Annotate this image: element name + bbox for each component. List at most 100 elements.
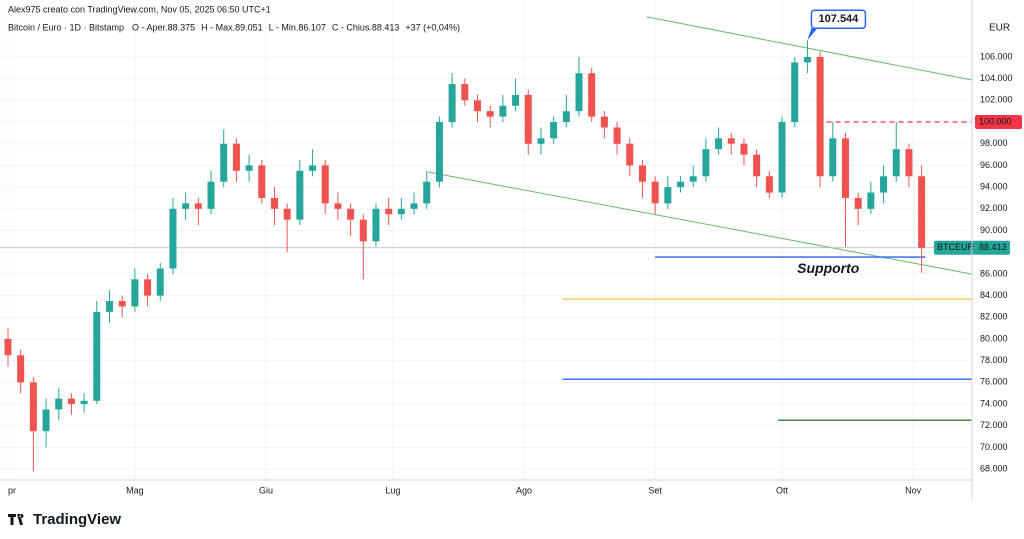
candle-body (740, 143, 748, 155)
y-tick-label: 80.000 (980, 333, 1008, 343)
candle-body (283, 208, 291, 220)
candle-body (791, 62, 799, 123)
candle-body (689, 176, 697, 182)
candle-body (131, 279, 139, 307)
candle-body (29, 382, 37, 432)
candle-body (905, 149, 913, 177)
x-tick-label: Set (648, 485, 662, 495)
candle-body (321, 165, 329, 204)
candle-body (588, 73, 596, 117)
candle-body (753, 154, 761, 177)
candle-body (334, 203, 342, 209)
y-tick-label: 76.000 (980, 377, 1008, 387)
candle-body (486, 111, 494, 117)
callout-box (810, 9, 867, 29)
logo: TradingView (8, 511, 121, 528)
legend-value: 88.375 (168, 22, 196, 32)
candle-body (829, 138, 837, 177)
x-tick-label: pr (8, 485, 16, 495)
candle-body (867, 192, 875, 209)
candle-body (461, 84, 469, 101)
legend-key: O - Aper. (132, 22, 168, 32)
candle-body (42, 409, 50, 432)
x-tick-label: Ago (516, 485, 532, 495)
candle-body (80, 400, 88, 405)
legend-key: H - Max. (201, 22, 235, 32)
candle-body (372, 208, 380, 242)
candle-body (638, 165, 646, 182)
candle-body (194, 203, 202, 209)
x-tick-label: Nov (905, 485, 922, 495)
candle-body (55, 398, 63, 410)
candle-body (727, 138, 735, 144)
last-price-label: 88.413 (979, 242, 1007, 252)
y-tick-label: 92.000 (980, 203, 1008, 213)
level-price-tag (975, 115, 1022, 130)
brand: TradingView (33, 511, 121, 528)
candle-body (841, 138, 849, 198)
candle-body (245, 165, 253, 171)
candle-body (182, 203, 190, 209)
candle-body (613, 127, 621, 144)
y-tick-label: 70.000 (980, 442, 1008, 452)
y-tick-label: 94.000 (980, 181, 1008, 191)
candle-body (435, 122, 443, 182)
x-tick-label: Lug (385, 485, 400, 495)
candle-body (651, 181, 659, 204)
x-tick-label: Mag (126, 485, 144, 495)
candle-body (677, 181, 685, 188)
candle-body (880, 176, 888, 193)
candle-body (347, 208, 355, 220)
candle-body (93, 311, 101, 401)
y-tick-label: 84.000 (980, 290, 1008, 300)
candle-body (918, 176, 926, 248)
callout-pointer (807, 28, 818, 41)
currency: EUR (989, 23, 1010, 34)
legend-key: L - Min. (269, 22, 299, 32)
candle-body (118, 301, 126, 307)
legend-value: 88.413 (372, 22, 400, 32)
candle-body (448, 84, 456, 123)
candle-body (854, 197, 862, 209)
candle-body (562, 111, 570, 123)
candle-body (270, 197, 278, 209)
y-tick-label: 98.000 (980, 138, 1008, 148)
candle-body (309, 165, 317, 171)
y-tick-label: 106.000 (980, 51, 1013, 61)
attribution: Alex975 creato con TradingView.com, Nov … (8, 4, 271, 14)
candle-body (106, 301, 114, 312)
candle-body (473, 100, 481, 112)
callout-label: 107.544 (819, 13, 860, 25)
legend-value: 86.107 (298, 22, 326, 32)
legend-value: +37 (+0,04%) (405, 22, 460, 32)
candle-body (207, 181, 215, 209)
candle-body (575, 73, 583, 112)
candle-body (715, 138, 723, 150)
candle-body (499, 105, 507, 117)
legend-key: C - Chius. (332, 22, 372, 32)
y-tick-label: 68.000 (980, 464, 1008, 474)
y-tick-label: 74.000 (980, 398, 1008, 408)
candle-body (512, 94, 520, 106)
last-price-name: BTCEUR (937, 242, 975, 252)
candle-body (778, 122, 786, 193)
candle-body (385, 208, 393, 215)
candle-body (232, 143, 240, 171)
candle-body (803, 56, 811, 63)
candle-body (702, 149, 710, 177)
trendline (646, 16, 973, 81)
candle-body (397, 208, 405, 215)
candle-body (4, 338, 12, 356)
candle-body (765, 176, 773, 193)
y-tick-label: 82.000 (980, 312, 1008, 322)
candle-body (423, 181, 431, 204)
symbol: Bitcoin / Euro · 1D · Bitstamp (8, 22, 124, 32)
candle-body (410, 203, 418, 209)
y-tick-label: 96.000 (980, 160, 1008, 170)
logo-icon (8, 514, 24, 525)
y-tick-label: 102.000 (980, 95, 1013, 105)
candle-body (169, 208, 177, 269)
candle-body (17, 355, 25, 383)
